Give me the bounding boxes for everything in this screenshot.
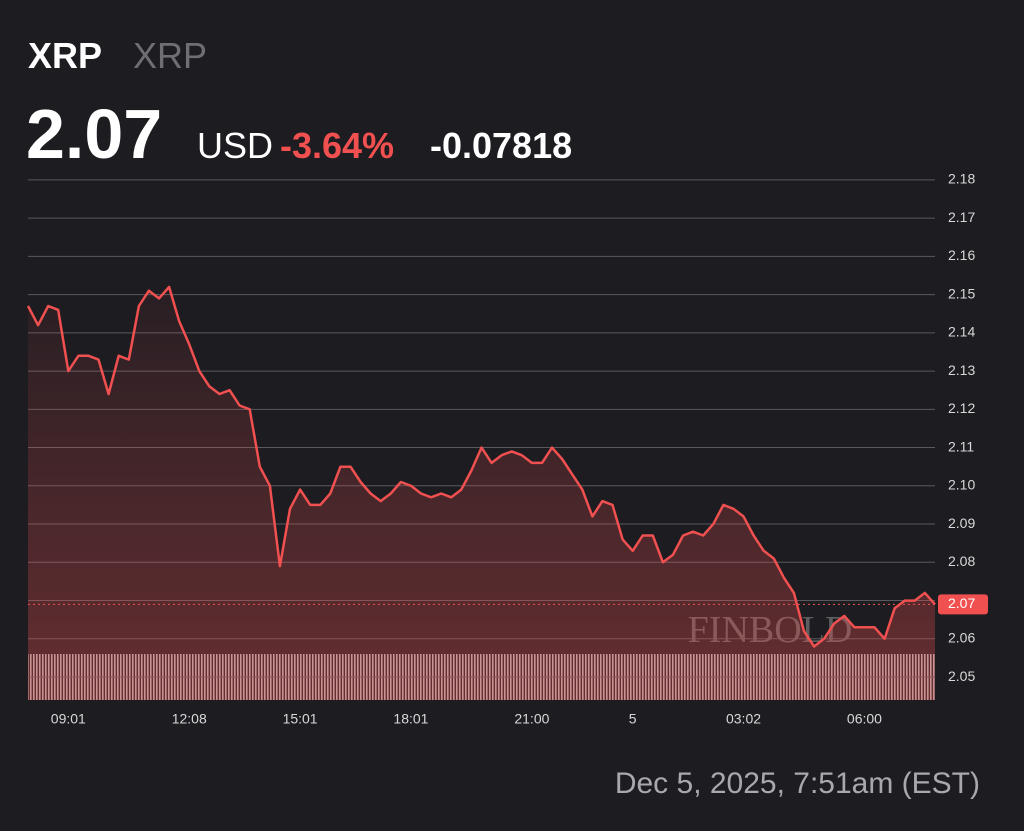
change-percent: -3.64% [280, 125, 394, 166]
y-tick-label: 2.12 [948, 400, 975, 416]
y-tick-label: 2.18 [948, 171, 975, 187]
y-tick-label: 2.11 [948, 438, 974, 454]
y-tick-label: 2.10 [948, 477, 975, 493]
y-tick-label: 2.05 [948, 668, 975, 684]
x-tick-label: 03:02 [726, 711, 761, 727]
price: 2.07 [26, 95, 162, 173]
y-tick-label: 2.15 [948, 285, 975, 301]
x-tick-label: 09:01 [51, 711, 86, 727]
x-tick-label: 06:00 [847, 711, 882, 727]
change: -0.07818 [430, 125, 572, 166]
last-price-box [938, 594, 988, 615]
y-tick-label: 2.09 [948, 515, 975, 531]
plot: 2.05 2.06 2.07 2.08 2.09 2.10 2.11 2.12 2.13 2.14… [26, 171, 988, 727]
x-tick-label: 18:01 [393, 711, 428, 727]
x-tick-label: 5 [629, 711, 637, 727]
y-tick-label: 2.16 [948, 247, 975, 263]
symbol: XRP [28, 35, 102, 76]
y-tick-label: 2.08 [948, 553, 975, 569]
y-tick-label: 2.17 [948, 209, 975, 225]
name: XRP [133, 35, 207, 76]
y-tick-label: 2.06 [948, 630, 975, 646]
y-tick-label: 2.14 [948, 324, 975, 340]
x-tick-label: 15:01 [283, 711, 318, 727]
timestamp: Dec 5, 2025, 7:51am (EST) [615, 767, 980, 800]
last-price-label: 2.07 [948, 595, 975, 611]
y-tick-label: 2.13 [948, 362, 975, 378]
x-tick-label: 12:08 [172, 711, 207, 727]
currency: USD [197, 125, 273, 166]
price-line [26, 285, 936, 648]
area [28, 286, 935, 700]
x-tick-label: 21:00 [514, 711, 549, 727]
